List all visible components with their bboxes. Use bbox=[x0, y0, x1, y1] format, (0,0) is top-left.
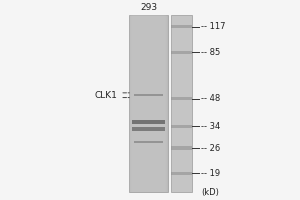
Bar bbox=[133, 15, 164, 192]
Text: -- 48: -- 48 bbox=[201, 94, 220, 103]
Text: 293: 293 bbox=[140, 3, 157, 12]
Text: CLK1: CLK1 bbox=[94, 91, 117, 100]
Bar bbox=[171, 15, 192, 192]
Bar bbox=[171, 125, 192, 128]
Bar bbox=[134, 141, 164, 143]
Bar bbox=[134, 15, 163, 192]
Bar bbox=[133, 15, 164, 192]
Bar bbox=[131, 15, 166, 192]
Bar bbox=[131, 15, 166, 192]
Bar bbox=[134, 15, 163, 192]
Text: -- 34: -- 34 bbox=[201, 122, 220, 131]
Text: -- 26: -- 26 bbox=[201, 144, 220, 153]
Bar bbox=[130, 15, 167, 192]
Text: -- 85: -- 85 bbox=[201, 48, 220, 57]
Text: -- 19: -- 19 bbox=[201, 169, 220, 178]
Bar bbox=[171, 97, 192, 100]
Bar bbox=[171, 172, 192, 175]
Bar bbox=[171, 25, 192, 28]
Bar bbox=[134, 94, 164, 96]
Bar bbox=[130, 15, 167, 192]
Bar bbox=[129, 15, 168, 192]
Text: (kD): (kD) bbox=[201, 188, 219, 197]
Text: -- 117: -- 117 bbox=[201, 22, 225, 31]
Bar bbox=[132, 127, 165, 131]
Bar bbox=[132, 120, 165, 124]
Bar bbox=[129, 15, 168, 192]
Bar bbox=[171, 51, 192, 54]
Bar bbox=[171, 146, 192, 150]
Bar bbox=[132, 15, 165, 192]
